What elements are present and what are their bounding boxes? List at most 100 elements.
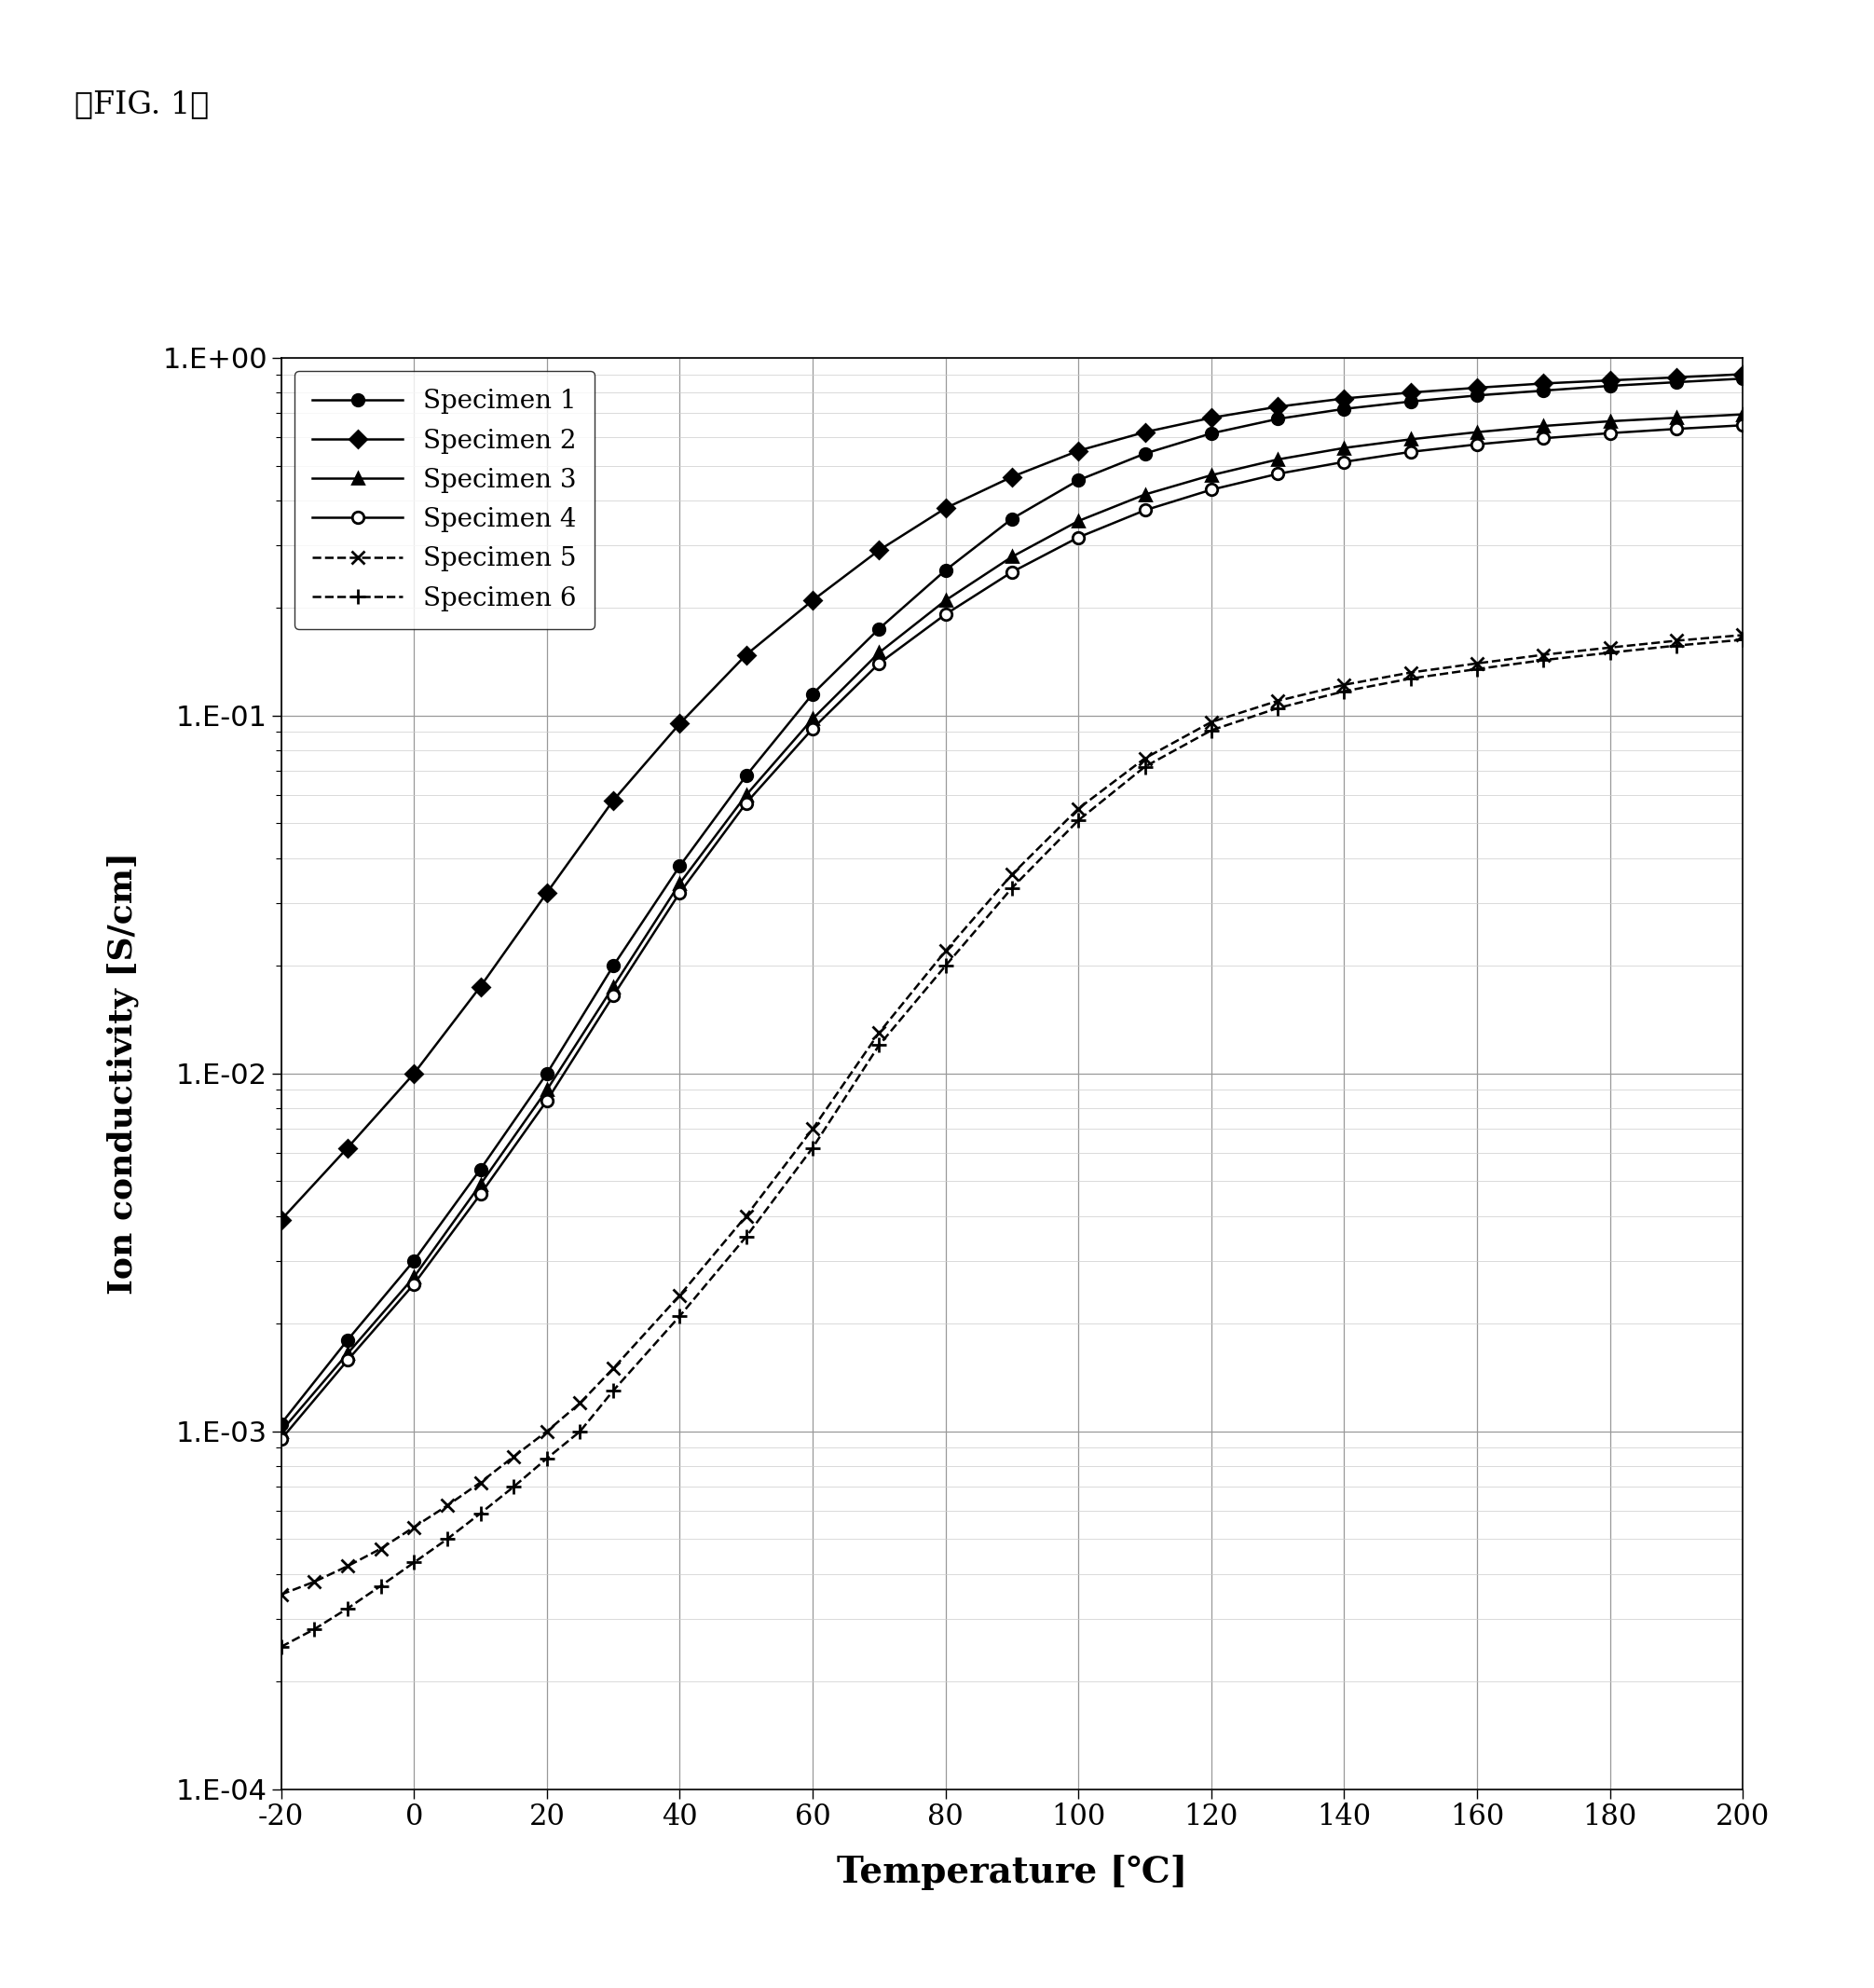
Specimen 3 xyxy=(1533,414,1555,437)
Specimen 4 xyxy=(335,1348,358,1372)
Specimen 3 xyxy=(1066,509,1089,533)
Specimen 1 xyxy=(1666,370,1688,394)
Specimen 2 xyxy=(270,1209,292,1233)
Specimen 2 xyxy=(335,1135,358,1159)
Specimen 5 xyxy=(369,1537,392,1561)
Specimen 3 xyxy=(335,1342,358,1366)
Specimen 5 xyxy=(1332,672,1355,696)
Specimen 2 xyxy=(1001,465,1023,489)
Specimen 2 xyxy=(802,588,825,612)
Specimen 3 xyxy=(1332,435,1355,459)
Specimen 5 xyxy=(1134,746,1156,769)
Specimen 5 xyxy=(1465,652,1488,676)
Specimen 5 xyxy=(669,1284,692,1308)
Specimen 2 xyxy=(1066,439,1089,463)
Specimen 2 xyxy=(1400,380,1422,404)
Specimen 2 xyxy=(735,642,757,666)
Specimen 4 xyxy=(1332,449,1355,473)
Specimen 4 xyxy=(1599,421,1621,445)
Y-axis label: Ion conductivity [S/cm]: Ion conductivity [S/cm] xyxy=(107,853,139,1294)
Specimen 1 xyxy=(335,1328,358,1352)
Specimen 5 xyxy=(802,1117,825,1141)
Specimen 1 xyxy=(270,1411,292,1435)
Specimen 5 xyxy=(1732,622,1754,646)
Specimen 3 xyxy=(1199,463,1222,487)
Specimen 6 xyxy=(735,1225,757,1248)
Specimen 1 xyxy=(669,855,692,879)
Specimen 4 xyxy=(1666,417,1688,441)
Specimen 5 xyxy=(1533,642,1555,666)
Specimen 4 xyxy=(868,652,890,676)
Specimen 2 xyxy=(1134,419,1156,443)
Specimen 5 xyxy=(502,1445,525,1469)
Specimen 2 xyxy=(602,789,624,813)
Specimen 5 xyxy=(1066,797,1089,821)
Specimen 6 xyxy=(502,1475,525,1499)
Specimen 4 xyxy=(1199,477,1222,501)
Specimen 6 xyxy=(1465,658,1488,682)
Line: Specimen 4: Specimen 4 xyxy=(275,419,1748,1445)
Specimen 3 xyxy=(802,708,825,732)
Specimen 1 xyxy=(1732,366,1754,390)
Specimen 3 xyxy=(1267,447,1289,471)
Specimen 2 xyxy=(536,881,558,905)
Specimen 1 xyxy=(1332,398,1355,421)
Specimen 4 xyxy=(735,791,757,815)
Specimen 3 xyxy=(403,1264,425,1288)
Specimen 4 xyxy=(1400,439,1422,463)
Specimen 5 xyxy=(1599,636,1621,660)
Specimen 3 xyxy=(536,1077,558,1101)
Specimen 3 xyxy=(602,974,624,998)
Specimen 2 xyxy=(1465,376,1488,400)
Specimen 5 xyxy=(735,1205,757,1229)
Specimen 4 xyxy=(536,1089,558,1113)
Specimen 3 xyxy=(1666,406,1688,429)
Specimen 2 xyxy=(1533,372,1555,396)
Line: Specimen 5: Specimen 5 xyxy=(275,628,1748,1600)
Specimen 6 xyxy=(669,1304,692,1328)
Specimen 2 xyxy=(868,539,890,563)
Specimen 3 xyxy=(1001,545,1023,569)
Specimen 4 xyxy=(468,1183,491,1207)
Specimen 4 xyxy=(1533,425,1555,449)
Specimen 4 xyxy=(802,718,825,742)
Specimen 1 xyxy=(403,1248,425,1272)
Specimen 5 xyxy=(935,938,958,962)
Specimen 4 xyxy=(270,1427,292,1451)
Specimen 5 xyxy=(868,1020,890,1044)
Specimen 1 xyxy=(868,616,890,640)
Specimen 6 xyxy=(1199,718,1222,742)
Specimen 6 xyxy=(270,1634,292,1658)
Specimen 5 xyxy=(536,1419,558,1443)
Specimen 2 xyxy=(1332,386,1355,410)
Specimen 1 xyxy=(536,1062,558,1085)
Specimen 6 xyxy=(1066,809,1089,833)
Specimen 5 xyxy=(1267,690,1289,714)
Specimen 1 xyxy=(1267,408,1289,431)
Specimen 3 xyxy=(270,1419,292,1443)
Specimen 2 xyxy=(1732,362,1754,386)
Line: Specimen 6: Specimen 6 xyxy=(274,632,1750,1654)
Specimen 5 xyxy=(602,1356,624,1380)
Specimen 5 xyxy=(1400,660,1422,684)
Specimen 1 xyxy=(1465,384,1488,408)
Specimen 3 xyxy=(735,783,757,807)
Specimen 5 xyxy=(1199,710,1222,734)
Specimen 3 xyxy=(1732,402,1754,425)
Specimen 6 xyxy=(437,1527,459,1551)
Specimen 4 xyxy=(602,984,624,1008)
Specimen 2 xyxy=(1599,368,1621,392)
Specimen 6 xyxy=(335,1596,358,1620)
Specimen 2 xyxy=(403,1062,425,1085)
Specimen 6 xyxy=(1732,628,1754,652)
Specimen 3 xyxy=(669,871,692,895)
Specimen 4 xyxy=(403,1272,425,1296)
Specimen 5 xyxy=(335,1555,358,1578)
Specimen 4 xyxy=(1001,561,1023,584)
Specimen 4 xyxy=(1066,525,1089,549)
Specimen 6 xyxy=(536,1447,558,1471)
Specimen 3 xyxy=(1400,427,1422,451)
Specimen 5 xyxy=(1666,628,1688,652)
Specimen 3 xyxy=(868,640,890,664)
Specimen 5 xyxy=(570,1392,592,1415)
